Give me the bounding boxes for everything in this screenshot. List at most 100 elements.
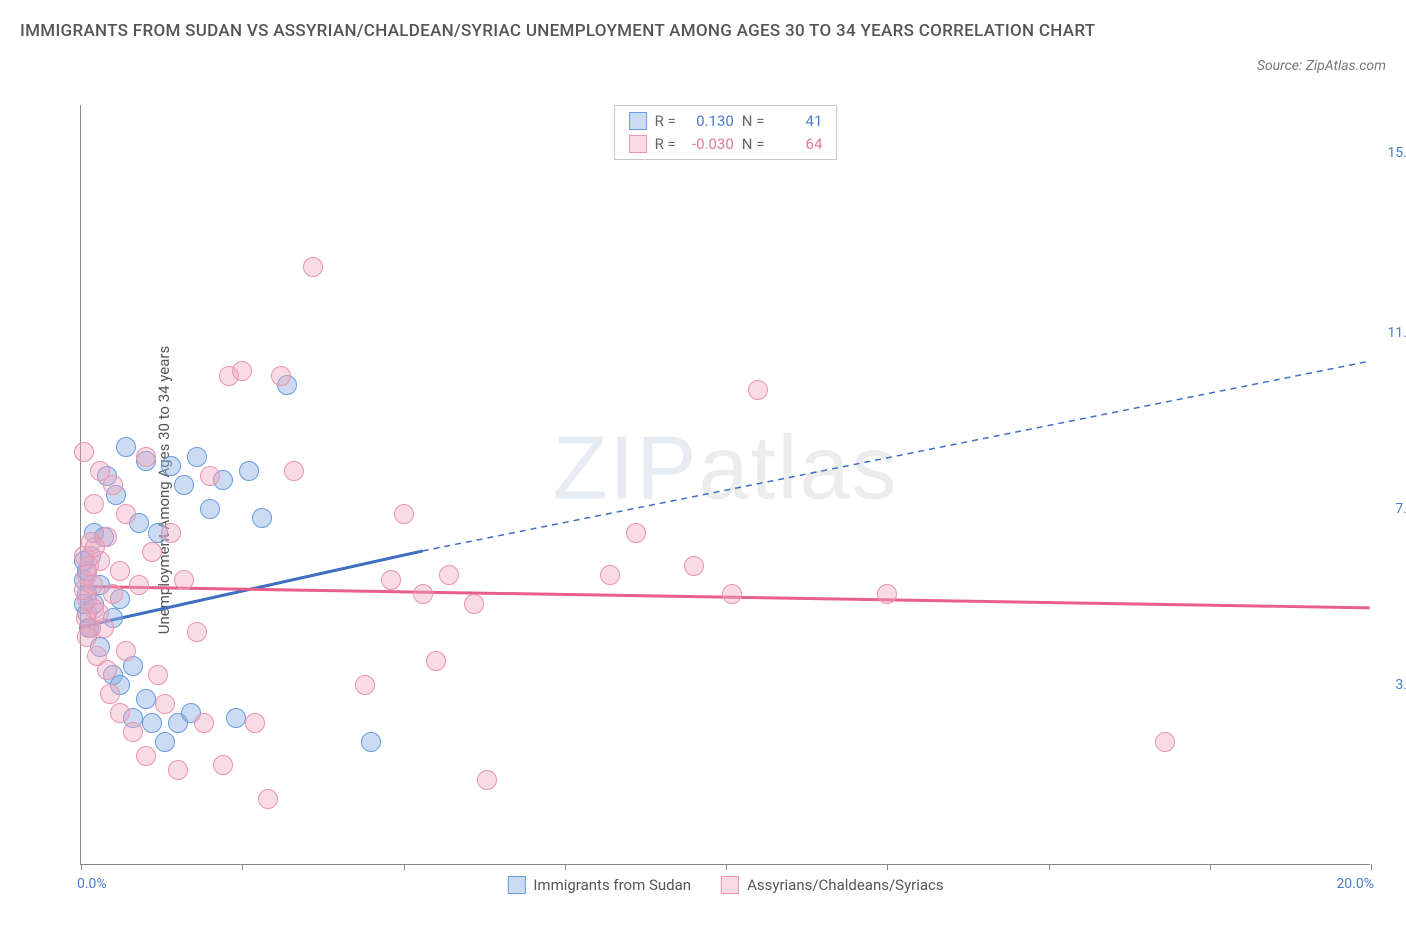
data-point: [110, 703, 130, 723]
x-tick-mark: [1049, 864, 1050, 870]
x-axis-min-label: 0.0%: [77, 876, 107, 892]
data-point: [245, 713, 265, 733]
x-tick-mark: [726, 864, 727, 870]
data-point: [168, 760, 188, 780]
data-point: [213, 755, 233, 775]
data-point: [74, 442, 94, 462]
data-point: [142, 542, 162, 562]
swatch-sudan-icon: [507, 876, 525, 894]
swatch-assyrian-icon: [721, 876, 739, 894]
correlation-legend: R = 0.130 N = 41 R = -0.030 N = 64: [614, 105, 838, 160]
n-label: N =: [742, 133, 765, 156]
legend-item-sudan: Immigrants from Sudan: [507, 876, 691, 894]
data-point: [226, 708, 246, 728]
x-tick-mark: [81, 864, 82, 870]
data-point: [100, 684, 120, 704]
legend-row-sudan: R = 0.130 N = 41: [629, 110, 823, 133]
data-point: [361, 732, 381, 752]
y-tick-label: 3.8%: [1395, 677, 1406, 693]
data-point: [116, 437, 136, 457]
data-point: [148, 665, 168, 685]
data-point: [129, 575, 149, 595]
y-tick-label: 15.0%: [1387, 145, 1406, 161]
data-point: [155, 732, 175, 752]
trend-lines-svg: [81, 105, 1370, 864]
n-value-assyrian: 64: [772, 133, 822, 156]
data-point: [1155, 732, 1175, 752]
legend-row-assyrian: R = -0.030 N = 64: [629, 133, 823, 156]
data-point: [748, 380, 768, 400]
data-point: [187, 447, 207, 467]
data-point: [194, 713, 214, 733]
data-point: [103, 475, 123, 495]
x-tick-mark: [1371, 864, 1372, 870]
legend-item-assyrian: Assyrians/Chaldeans/Syriacs: [721, 876, 944, 894]
x-tick-mark: [565, 864, 566, 870]
n-label: N =: [742, 110, 765, 133]
swatch-assyrian: [629, 135, 647, 153]
n-value-sudan: 41: [772, 110, 822, 133]
data-point: [142, 713, 162, 733]
data-point: [426, 651, 446, 671]
data-point: [84, 494, 104, 514]
swatch-sudan: [629, 112, 647, 130]
r-label: R =: [655, 110, 676, 133]
data-point: [258, 789, 278, 809]
data-point: [89, 603, 109, 623]
data-point: [877, 584, 897, 604]
data-point: [116, 641, 136, 661]
source-label: Source: ZipAtlas.com: [1257, 58, 1386, 74]
data-point: [413, 584, 433, 604]
data-point: [232, 361, 252, 381]
x-tick-mark: [242, 864, 243, 870]
legend-label-sudan: Immigrants from Sudan: [533, 876, 691, 894]
data-point: [174, 570, 194, 590]
data-point: [722, 584, 742, 604]
data-point: [600, 565, 620, 585]
data-point: [136, 447, 156, 467]
data-point: [200, 499, 220, 519]
chart-container: Unemployment Among Ages 30 to 34 years Z…: [30, 95, 1386, 885]
data-point: [684, 556, 704, 576]
data-point: [155, 694, 175, 714]
plot-area: ZIPatlas R = 0.130 N = 41 R = -0.030 N =…: [80, 105, 1370, 865]
data-point: [136, 746, 156, 766]
trend-line-extrapolated: [423, 361, 1370, 551]
data-point: [271, 366, 291, 386]
legend-label-assyrian: Assyrians/Chaldeans/Syriacs: [747, 876, 944, 894]
y-tick-label: 11.2%: [1387, 325, 1406, 341]
series-legend: Immigrants from Sudan Assyrians/Chaldean…: [507, 876, 943, 894]
data-point: [123, 722, 143, 742]
r-value-sudan: 0.130: [684, 110, 734, 133]
x-axis-max-label: 20.0%: [1336, 876, 1374, 892]
x-tick-mark: [1210, 864, 1211, 870]
data-point: [200, 466, 220, 486]
data-point: [110, 561, 130, 581]
y-tick-label: 7.5%: [1395, 501, 1406, 517]
data-point: [83, 575, 103, 595]
data-point: [626, 523, 646, 543]
data-point: [381, 570, 401, 590]
data-point: [174, 475, 194, 495]
data-point: [77, 627, 97, 647]
data-point: [303, 257, 323, 277]
data-point: [355, 675, 375, 695]
data-point: [116, 504, 136, 524]
data-point: [284, 461, 304, 481]
r-value-assyrian: -0.030: [684, 133, 734, 156]
r-label: R =: [655, 133, 676, 156]
data-point: [136, 689, 156, 709]
data-point: [394, 504, 414, 524]
data-point: [439, 565, 459, 585]
x-tick-mark: [404, 864, 405, 870]
x-tick-mark: [887, 864, 888, 870]
data-point: [464, 594, 484, 614]
chart-title: IMMIGRANTS FROM SUDAN VS ASSYRIAN/CHALDE…: [20, 18, 1095, 45]
data-point: [239, 461, 259, 481]
data-point: [161, 523, 181, 543]
data-point: [187, 622, 207, 642]
data-point: [477, 770, 497, 790]
data-point: [97, 660, 117, 680]
data-point: [252, 508, 272, 528]
data-point: [161, 456, 181, 476]
